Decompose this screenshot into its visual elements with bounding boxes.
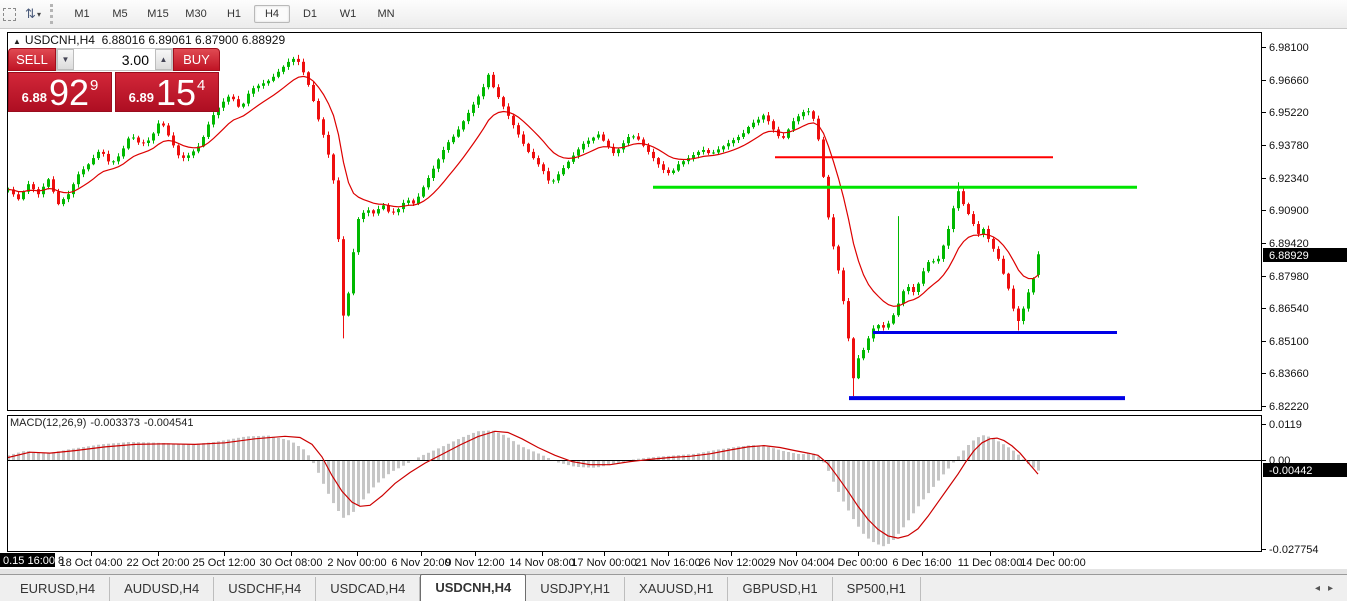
timeframe-w1[interactable]: W1 — [339, 8, 357, 20]
macd-tick-label: 0.0119 — [1269, 419, 1302, 431]
price-tick-label: 6.85100 — [1269, 336, 1309, 348]
toolbar-separator — [50, 4, 59, 24]
time-tick-label: 14 Nov 08:00 — [509, 557, 574, 569]
dropdown-caret-icon[interactable]: ▾ — [36, 9, 41, 19]
candlestick-series — [8, 54, 1040, 397]
window-bottom-strip — [0, 569, 1347, 574]
sell-button[interactable]: SELL — [8, 48, 56, 71]
time-tick-label: 6 Dec 16:00 — [892, 557, 951, 569]
volume-input[interactable]: 3.00 — [74, 49, 155, 70]
sell-price-pips: 92 — [48, 72, 89, 113]
chart-tab-usdcnh-h4[interactable]: USDCNH,H4 — [420, 574, 527, 601]
timeframe-h4[interactable]: H4 — [254, 5, 290, 23]
price-tick-label: 6.95220 — [1269, 107, 1309, 119]
chart-tab-gbpusd-h1[interactable]: GBPUSD,H1 — [728, 577, 833, 601]
time-tick-label: 29 Nov 04:00 — [763, 557, 828, 569]
tab-scroll-left-icon[interactable]: ◂ — [1314, 583, 1328, 594]
time-tick-label: 4 Dec 00:00 — [828, 557, 887, 569]
price-axis[interactable]: 6.98100 6.96660 6.95220 6.93780 6.92340 6.909… — [1262, 42, 1347, 556]
time-tick-label: 21 Nov 16:00 — [635, 557, 700, 569]
macd-pane[interactable] — [7, 415, 1262, 552]
macd-indicator-label: MACD(12,26,9) -0.003373 -0.004541 — [10, 417, 198, 429]
chart-tab-bar: EURUSD,H4 AUDUSD,H4 USDCHF,H4 USDCAD,H4 USDC… — [0, 574, 1347, 601]
sell-price-prefix: 6.88 — [21, 90, 47, 105]
time-tick-label: 30 Oct 08:00 — [260, 557, 323, 569]
price-tick-label: 6.82220 — [1269, 401, 1309, 413]
time-tick-label: 17 Nov 00:00 — [571, 557, 636, 569]
chart-symbol-label: USDCNH,H4 — [24, 33, 95, 47]
current-price-badge — [1263, 248, 1347, 262]
chart-title: ▲ USDCNH,H4 6.88016 6.89061 6.87900 6.889… — [13, 33, 285, 47]
macd-name: MACD(12,26,9) — [10, 417, 87, 429]
timeframe-h1[interactable]: H1 — [226, 8, 242, 20]
time-tick-label: 18 Oct 04:00 — [60, 557, 123, 569]
price-tick-label: 6.87980 — [1269, 271, 1309, 283]
chart-tab-usdchf-h4[interactable]: USDCHF,H4 — [214, 577, 317, 601]
time-tick-label: 11 Dec 08:00 — [958, 557, 1023, 569]
time-tick-label: 9 Nov 12:00 — [445, 557, 504, 569]
time-tick-label: 2 Nov 00:00 — [327, 557, 386, 569]
timeframe-m1[interactable]: M1 — [74, 8, 90, 20]
chart-ohlc-values: 6.88016 6.89061 6.87900 6.88929 — [101, 33, 286, 47]
chart-tab-sp500-h1[interactable]: SP500,H1 — [833, 577, 921, 601]
timeframe-mn[interactable]: MN — [377, 8, 395, 20]
top-toolbar: ⇅ ▾ M1 M5 M15 M30 H1 H4 D1 W1 MN — [0, 0, 1347, 29]
time-tick-label: 14 Dec 00:00 — [1020, 557, 1085, 569]
horizontal-lines — [653, 156, 1137, 401]
chart-canvas[interactable]: 6.98100 6.96660 6.95220 6.93780 6.92340 6.909… — [0, 29, 1347, 574]
timeframe-group: M1 M5 M15 M30 H1 H4 D1 W1 MN — [63, 5, 405, 23]
selection-rect-icon[interactable] — [0, 4, 22, 24]
sell-price-point: 9 — [90, 77, 99, 94]
timeframe-m15[interactable]: M15 — [147, 8, 169, 20]
buy-price-quote[interactable]: 6.89 15 4 — [115, 72, 219, 112]
buy-button[interactable]: BUY — [173, 48, 220, 71]
partial-time-label: 8 — [58, 555, 64, 567]
chart-tab-eurusd-h4[interactable]: EURUSD,H4 — [6, 577, 111, 601]
time-tick-label: 25 Oct 12:00 — [193, 557, 256, 569]
chart-tab-usdcad-h4[interactable]: USDCAD,H4 — [316, 577, 421, 601]
buy-price-pips: 15 — [155, 72, 196, 113]
price-tick-label: 6.96660 — [1269, 75, 1309, 87]
macd-series — [8, 430, 1261, 547]
selected-time-label: 0.15 16:00 — [3, 555, 55, 567]
time-axis[interactable]: 18 Oct 04:00 22 Oct 20:00 25 Oct 12:00 30 O… — [0, 552, 1086, 569]
volume-stepper: ▼ 3.00 ▲ — [56, 48, 173, 71]
volume-increase-button[interactable]: ▲ — [155, 49, 172, 70]
tab-scroll-right-icon[interactable]: ▸ — [1327, 583, 1341, 594]
sell-price-quote[interactable]: 6.88 92 9 — [8, 72, 112, 112]
timeframe-m5[interactable]: M5 — [112, 8, 128, 20]
time-tick-label: 26 Nov 12:00 — [698, 557, 763, 569]
macd-main-value: -0.003373 — [90, 417, 140, 429]
symbol-marker-icon: ▲ — [13, 37, 21, 46]
timeframe-m30[interactable]: M30 — [185, 8, 207, 20]
macd-value-badge — [1263, 463, 1347, 477]
buy-price-prefix: 6.89 — [128, 90, 154, 105]
price-tick-label: 6.98100 — [1269, 42, 1309, 54]
one-click-trading-panel: SELL ▼ 3.00 ▲ BUY 6.88 92 9 6.89 15 4 — [8, 48, 220, 112]
chart-tab-xauusd-h1[interactable]: XAUUSD,H1 — [625, 577, 729, 601]
macd-value-label: -0.00442 — [1269, 465, 1312, 477]
chart-tab-usdjpy-h1[interactable]: USDJPY,H1 — [526, 577, 626, 601]
price-tick-label: 6.89420 — [1269, 238, 1309, 250]
macd-tick-label: -0.027754 — [1269, 544, 1319, 556]
time-tick-label: 6 Nov 20:00 — [391, 557, 450, 569]
selected-time-badge — [0, 553, 55, 567]
chart-tab-audusd-h4[interactable]: AUDUSD,H4 — [110, 577, 215, 601]
price-tick-label: 6.92340 — [1269, 173, 1309, 185]
price-tick-label: 6.90900 — [1269, 205, 1309, 217]
price-tick-label: 6.86540 — [1269, 303, 1309, 315]
timeframe-d1[interactable]: D1 — [302, 8, 318, 20]
volume-decrease-button[interactable]: ▼ — [57, 49, 74, 70]
macd-signal-line — [8, 430, 1039, 539]
price-tick-label: 6.83660 — [1269, 368, 1309, 380]
moving-average-line — [8, 75, 1039, 307]
macd-signal-value: -0.004541 — [143, 417, 194, 429]
price-tick-label: 6.93780 — [1269, 140, 1309, 152]
cycle-symbols-icon[interactable]: ⇅ ▾ — [25, 6, 41, 21]
buy-price-point: 4 — [197, 77, 206, 94]
time-tick-label: 22 Oct 20:00 — [127, 557, 190, 569]
current-price-label: 6.88929 — [1269, 250, 1309, 262]
